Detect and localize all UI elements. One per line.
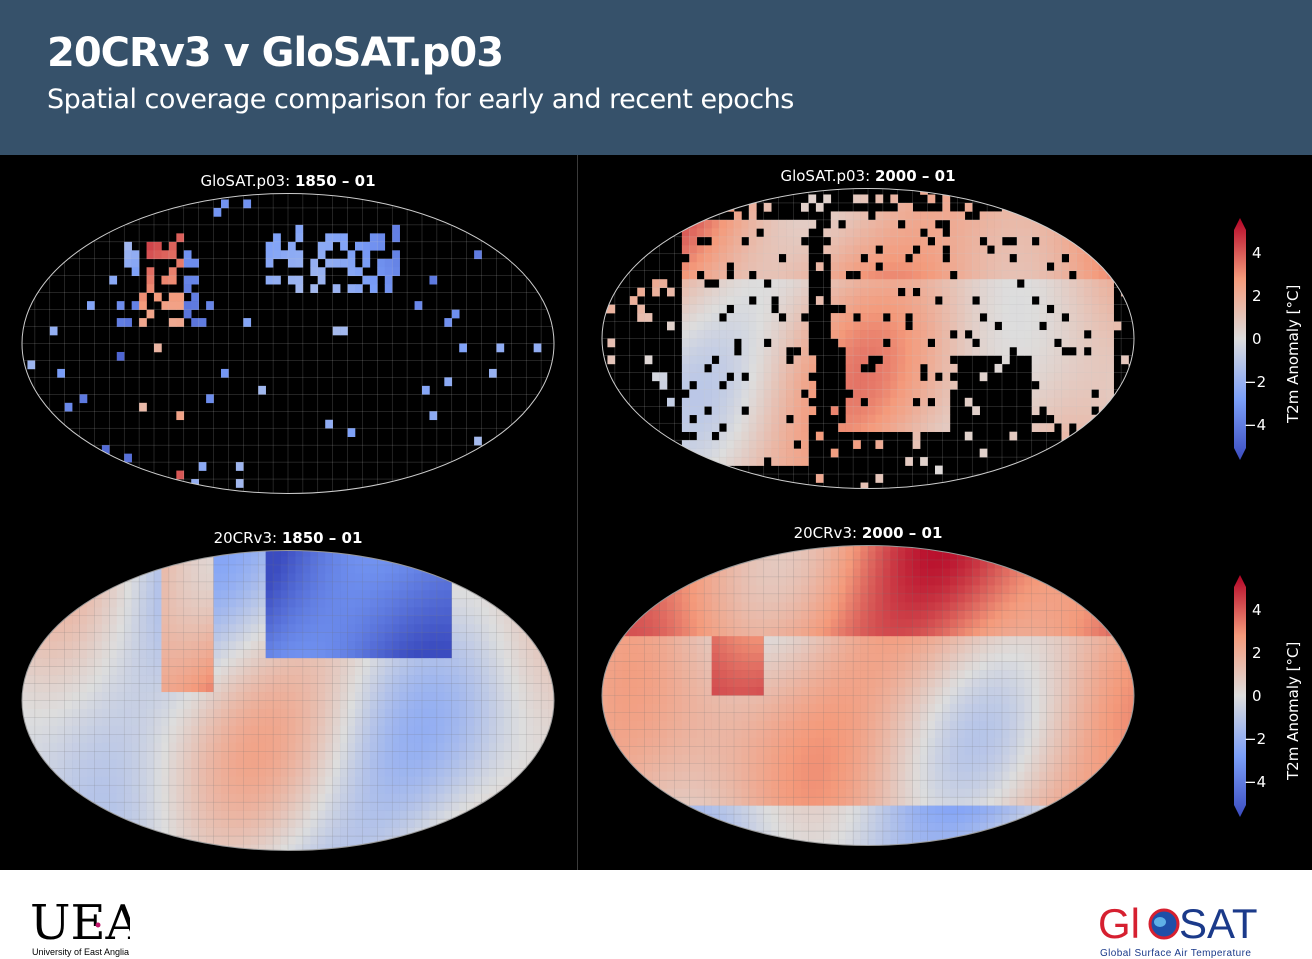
colorbar-top-tick: 0 bbox=[1252, 330, 1262, 348]
map-20crv3-1850 bbox=[20, 548, 556, 853]
colorbar-top-tick: −2 bbox=[1244, 373, 1266, 391]
panel-epoch: 1850 – 01 bbox=[295, 172, 376, 190]
glosat-logo-gl: Gl bbox=[1098, 900, 1140, 946]
panel-title-20crv3-1850: 20CRv3: 1850 – 01 bbox=[8, 529, 568, 547]
panel-epoch: 2000 – 01 bbox=[875, 167, 956, 185]
colorbar-top-tick: 2 bbox=[1252, 287, 1262, 305]
panel-title-glosat-1850: GloSAT.p03: 1850 – 01 bbox=[8, 172, 568, 190]
panel-dataset: GloSAT.p03: bbox=[200, 172, 290, 190]
colorbar-top-tick: 4 bbox=[1252, 244, 1262, 262]
colorbar-bottom-tick: −4 bbox=[1244, 773, 1266, 791]
colorbar-bottom-tick: 2 bbox=[1252, 644, 1262, 662]
colorbar-top-label: T2m Anomaly [°C] bbox=[1284, 285, 1302, 423]
header-banner: 20CRv3 v GloSAT.p03 Spatial coverage com… bbox=[0, 0, 1312, 155]
colorbar-bottom-tick: 4 bbox=[1252, 601, 1262, 619]
colorbar-bottom-label: T2m Anomaly [°C] bbox=[1284, 642, 1302, 780]
glosat-logo: Gl SAT bbox=[1098, 900, 1278, 946]
uea-logo-text: UEA bbox=[30, 895, 130, 945]
panel-dataset: 20CRv3: bbox=[794, 524, 857, 542]
glosat-logo-sat: SAT bbox=[1179, 900, 1258, 946]
panel-dataset: 20CRv3: bbox=[214, 529, 277, 547]
map-figure: GloSAT.p03: 1850 – 01 GloSAT.p03: 2000 –… bbox=[0, 155, 1312, 870]
panel-epoch: 1850 – 01 bbox=[282, 529, 363, 547]
page-title: 20CRv3 v GloSAT.p03 bbox=[47, 30, 503, 76]
panel-title-20crv3-2000: 20CRv3: 2000 – 01 bbox=[588, 524, 1148, 542]
page-subtitle: Spatial coverage comparison for early an… bbox=[47, 84, 794, 115]
panel-title-glosat-2000: GloSAT.p03: 2000 – 01 bbox=[588, 167, 1148, 185]
map-glosat-1850 bbox=[20, 191, 556, 496]
panel-divider bbox=[577, 155, 578, 870]
map-glosat-2000 bbox=[600, 186, 1136, 491]
panel-epoch: 2000 – 01 bbox=[862, 524, 943, 542]
colorbar-top-tick: −4 bbox=[1244, 416, 1266, 434]
glosat-caption: Global Surface Air Temperature bbox=[1100, 948, 1251, 959]
colorbar-bottom-tick: −2 bbox=[1244, 730, 1266, 748]
uea-logo: UEA bbox=[30, 895, 130, 945]
map-20crv3-2000 bbox=[600, 543, 1136, 848]
colorbar-bottom-tick: 0 bbox=[1252, 687, 1262, 705]
panel-dataset: GloSAT.p03: bbox=[780, 167, 870, 185]
footer: UEA University of East Anglia Gl SAT Glo… bbox=[0, 870, 1312, 956]
